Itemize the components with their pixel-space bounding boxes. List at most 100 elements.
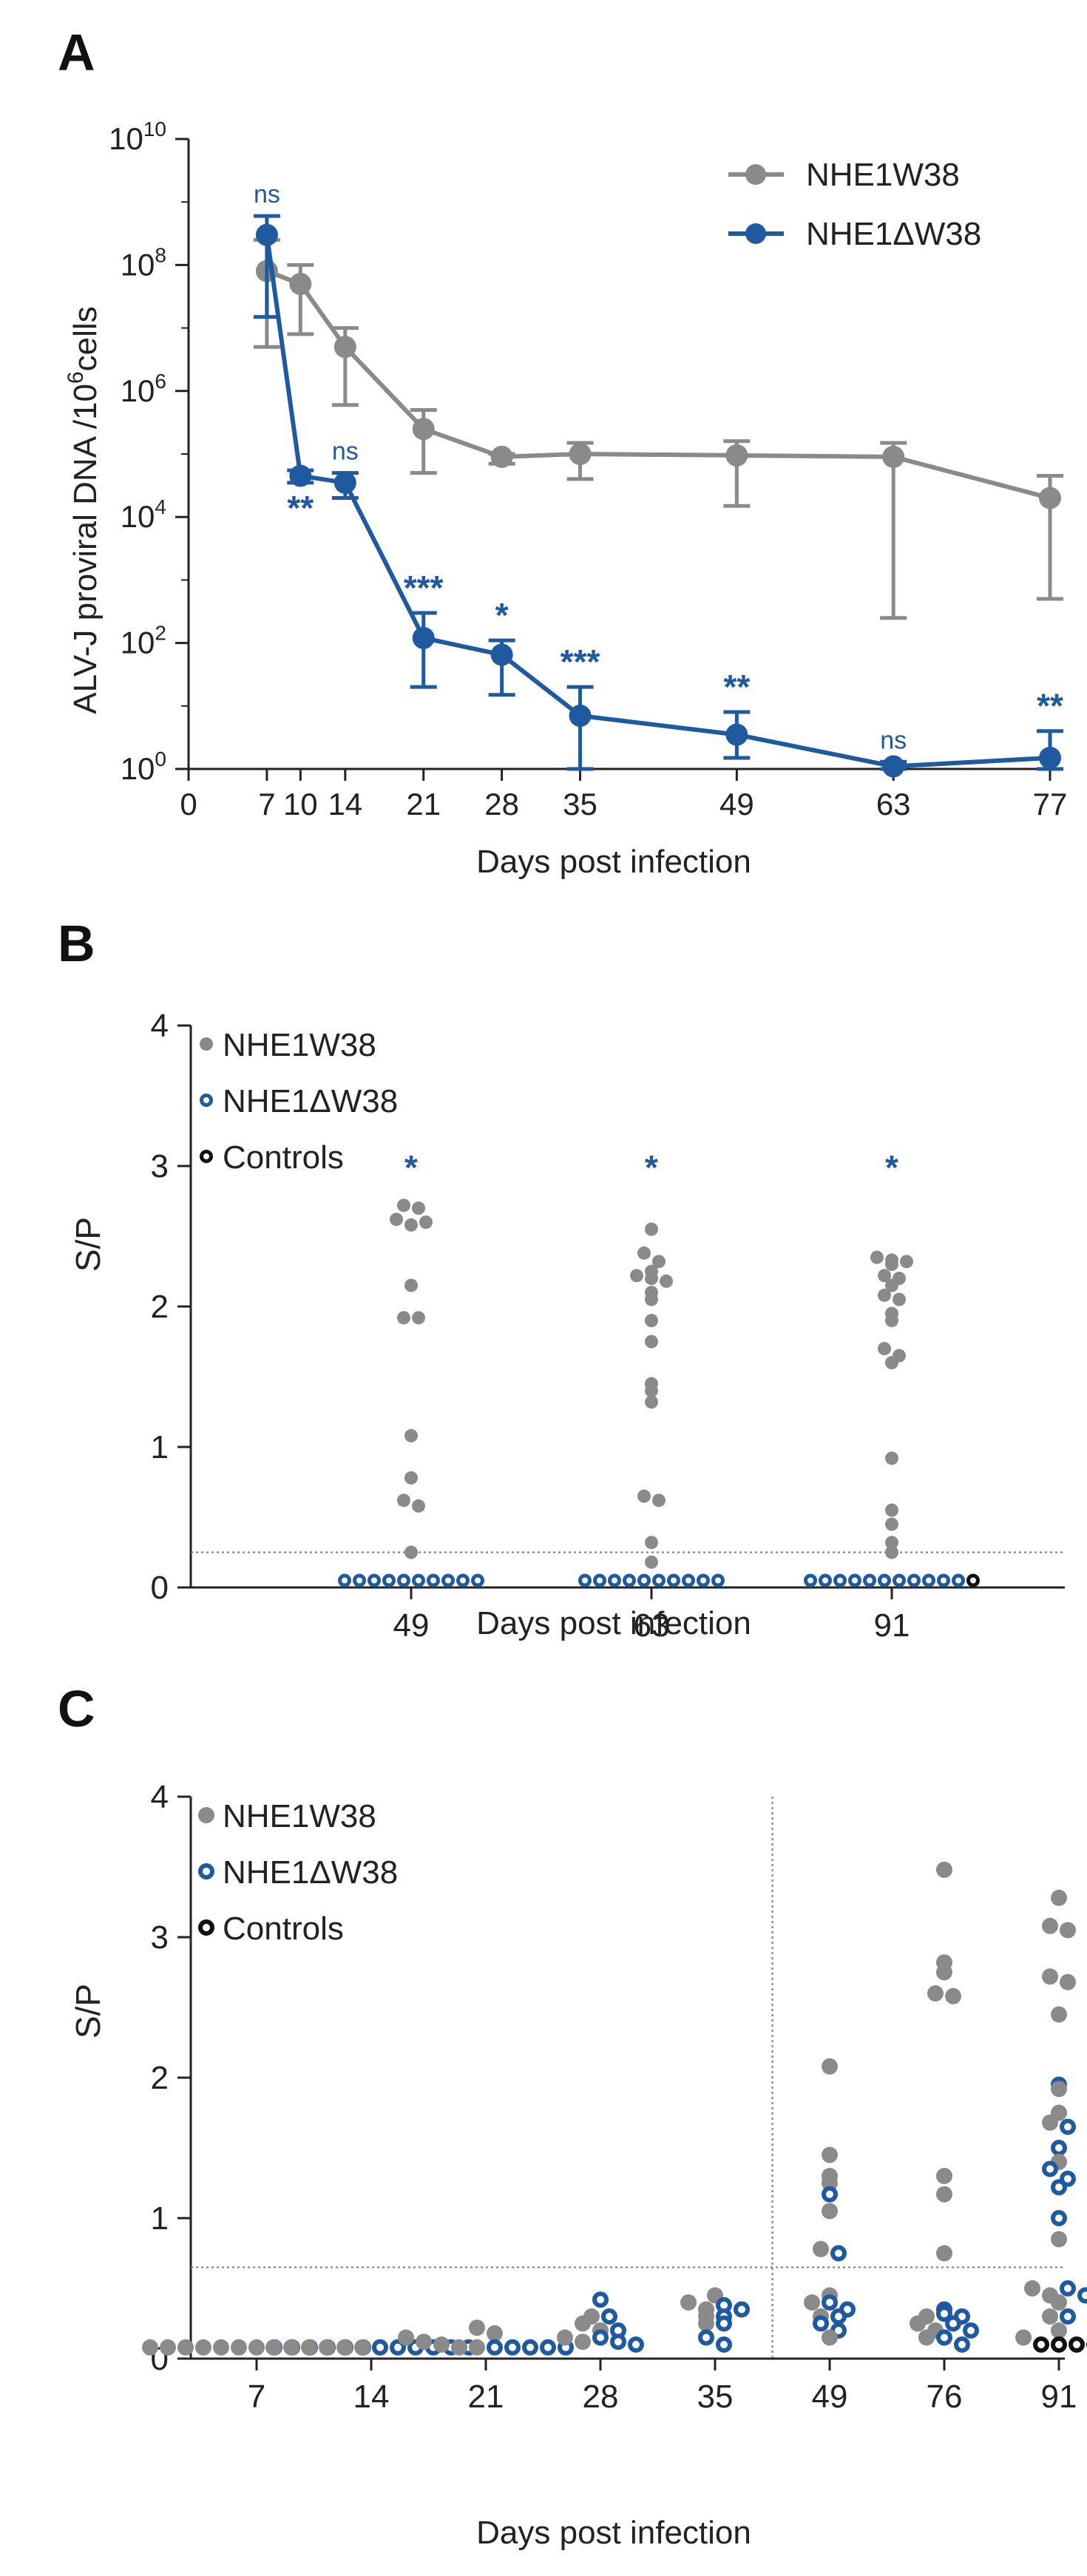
- legend-label: NHE1W38: [223, 1027, 376, 1063]
- point-nhe1w38: [160, 2339, 176, 2356]
- point-nhe1w38: [804, 2294, 820, 2311]
- y-tick-exponent: 4: [155, 495, 166, 518]
- data-point: [412, 418, 435, 441]
- y-tick-base: 10: [121, 626, 155, 660]
- point-nhe1dw38: [804, 1573, 817, 1587]
- y-tick-base: 10: [121, 373, 155, 408]
- y-tick-label: 104: [121, 495, 166, 534]
- data-point: [1039, 746, 1061, 769]
- point-nhe1w38: [645, 1395, 658, 1409]
- significance-label: **: [287, 489, 314, 527]
- point-control: [1069, 2336, 1085, 2353]
- series-line-nhe1dw38: [264, 234, 1051, 769]
- point-nhe1w38: [397, 1311, 410, 1325]
- point-nhe1w38: [412, 1499, 425, 1513]
- point-nhe1w38: [213, 2339, 229, 2356]
- panel-c-x-axis-label: Days post infection: [476, 2515, 751, 2551]
- point-nhe1w38: [404, 1278, 418, 1292]
- x-tick-label: 63: [876, 787, 911, 821]
- x-tick-label: 7: [258, 787, 275, 821]
- point-nhe1w38: [893, 1292, 906, 1306]
- x-tick-label: 35: [563, 787, 597, 821]
- point-nhe1w38: [1051, 2231, 1067, 2248]
- point-nhe1dw38: [1051, 2140, 1067, 2156]
- point-nhe1dw38: [522, 2339, 538, 2356]
- x-tick-label: 35: [697, 2379, 734, 2415]
- point-nhe1dw38: [893, 1573, 906, 1587]
- point-nhe1w38: [354, 2339, 370, 2356]
- x-tick-label: 91: [874, 1607, 910, 1644]
- y-tick-exponent: 8: [155, 243, 166, 266]
- point-nhe1dw38: [830, 2245, 847, 2262]
- legend-label: NHE1W38: [806, 157, 960, 193]
- y-tick-label: 1: [151, 1429, 169, 1465]
- panel-b-x-axis-label: Days post infection: [476, 1605, 751, 1641]
- y-tick-label: 0: [151, 1570, 169, 1606]
- point-nhe1dw38: [592, 2291, 609, 2308]
- significance-label: **: [723, 668, 750, 706]
- point-nhe1w38: [142, 2339, 158, 2356]
- panel-a-label: A: [58, 24, 95, 81]
- point-nhe1w38: [390, 1213, 403, 1227]
- point-nhe1w38: [680, 2294, 697, 2311]
- legend-label: Controls: [223, 1911, 344, 1947]
- point-nhe1dw38: [637, 1573, 651, 1587]
- point-nhe1dw38: [487, 2339, 503, 2356]
- point-nhe1w38: [910, 2315, 926, 2332]
- data-point: [333, 471, 356, 494]
- y-tick-exponent: 2: [155, 622, 166, 645]
- significance-label: *: [404, 1148, 418, 1187]
- point-nhe1w38: [412, 1201, 425, 1215]
- data-point: [725, 723, 748, 746]
- point-nhe1w38: [557, 2329, 573, 2346]
- y-tick-label: 3: [151, 1919, 169, 1956]
- point-nhe1dw38: [819, 1573, 832, 1587]
- point-nhe1dw38: [937, 1573, 950, 1587]
- point-nhe1dw38: [1077, 2287, 1087, 2304]
- point-nhe1dw38: [716, 2315, 732, 2332]
- x-tick-label: 21: [468, 2379, 504, 2415]
- point-nhe1dw38: [427, 1573, 440, 1587]
- panel-a-marks: ns**ns*********ns**: [253, 180, 1063, 778]
- point-nhe1dw38: [711, 1573, 725, 1587]
- point-nhe1w38: [822, 2203, 838, 2220]
- y-tick-label: 2: [151, 2060, 169, 2096]
- point-nhe1w38: [878, 1342, 891, 1355]
- point-nhe1dw38: [628, 2336, 644, 2353]
- point-nhe1w38: [885, 1314, 898, 1327]
- x-tick-label: 49: [812, 2379, 848, 2415]
- point-nhe1w38: [1042, 2114, 1058, 2131]
- point-nhe1w38: [575, 2333, 591, 2350]
- significance-label: ns: [880, 726, 907, 754]
- point-nhe1w38: [1051, 1889, 1067, 1906]
- point-nhe1w38: [698, 2315, 714, 2332]
- point-nhe1w38: [927, 1985, 944, 2002]
- legend-label: NHE1ΔW38: [223, 1083, 398, 1119]
- point-nhe1dw38: [878, 1573, 891, 1587]
- y-tick-label: 2: [151, 1289, 169, 1325]
- point-nhe1dw38: [667, 1573, 680, 1587]
- point-nhe1dw38: [716, 2336, 732, 2353]
- point-nhe1dw38: [610, 2333, 626, 2350]
- data-point: [1039, 487, 1061, 509]
- y-tick-label: 4: [151, 1779, 169, 1815]
- point-nhe1w38: [1024, 2280, 1040, 2297]
- point-nhe1dw38: [593, 1573, 606, 1587]
- point-nhe1dw38: [601, 2308, 617, 2325]
- significance-label: **: [1037, 687, 1063, 725]
- legend-label: NHE1ΔW38: [806, 216, 981, 252]
- panel-a-legend: NHE1W38 NHE1ΔW38: [728, 157, 981, 252]
- point-nhe1dw38: [441, 1573, 455, 1587]
- data-point: [490, 445, 513, 468]
- point-nhe1w38: [645, 1222, 658, 1236]
- x-tick-label: 7: [248, 2379, 265, 2415]
- point-nhe1dw38: [1051, 2179, 1067, 2196]
- point-nhe1w38: [645, 1272, 658, 1285]
- point-nhe1dw38: [952, 1573, 965, 1587]
- point-nhe1w38: [336, 2339, 353, 2356]
- point-nhe1dw38: [963, 2322, 979, 2339]
- data-point: [289, 464, 312, 487]
- point-nhe1dw38: [697, 1573, 710, 1587]
